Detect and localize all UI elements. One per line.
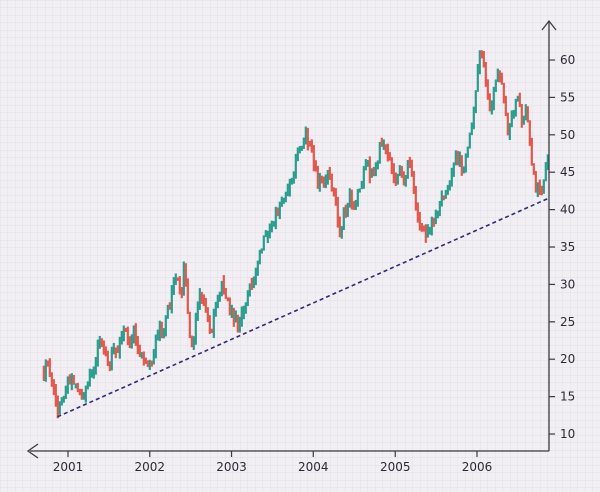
x-tick-label: 2002	[134, 460, 165, 474]
y-tick-label: 25	[560, 315, 575, 329]
ohlc-bars	[42, 50, 549, 419]
axes: 2001 2002 2003 2004 2005 2006 10 15 20 25 30 35 40 4…	[26, 19, 575, 474]
trendline	[57, 197, 549, 418]
y-tick-label: 30	[560, 277, 575, 291]
y-axis-ticks: 10 15 20 25 30 35 40 45 50 55 60	[549, 53, 575, 441]
y-tick-label: 35	[560, 240, 575, 254]
y-tick-label: 40	[560, 203, 575, 217]
y-tick-label: 55	[560, 90, 575, 104]
y-tick-label: 50	[560, 128, 575, 142]
x-axis-arrow-icon	[26, 443, 39, 459]
x-tick-label: 2004	[298, 460, 329, 474]
y-tick-label: 45	[560, 165, 575, 179]
y-tick-label: 10	[560, 427, 575, 441]
y-axis-arrow-icon	[541, 19, 557, 31]
x-axis-ticks: 2001 2002 2003 2004 2005 2006	[53, 451, 493, 474]
x-tick-label: 2005	[380, 460, 411, 474]
y-tick-label: 20	[560, 352, 575, 366]
x-tick-label: 2006	[462, 460, 493, 474]
y-tick-label: 15	[560, 390, 575, 404]
x-tick-label: 2001	[53, 460, 84, 474]
y-tick-label: 60	[560, 53, 575, 67]
x-tick-label: 2003	[216, 460, 247, 474]
